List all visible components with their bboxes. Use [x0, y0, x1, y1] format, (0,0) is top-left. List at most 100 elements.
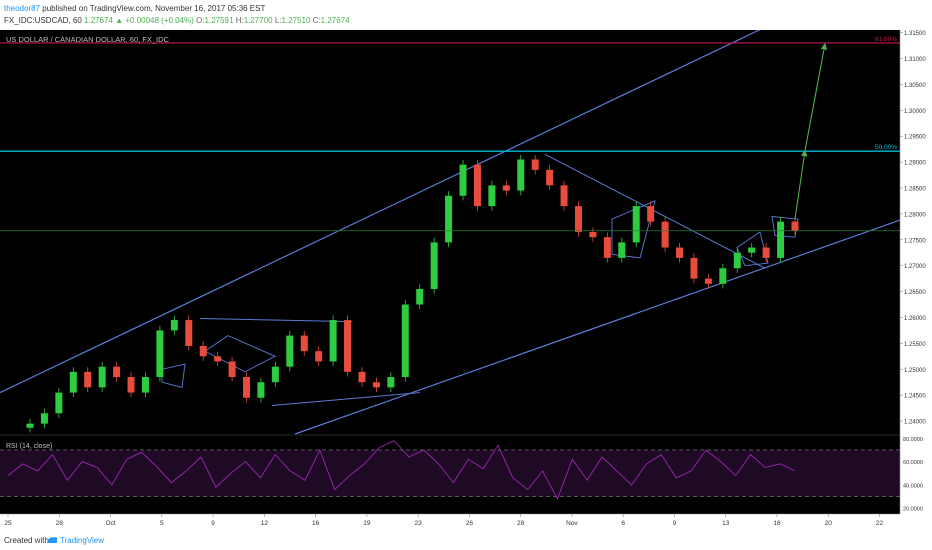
time-tick-label: 9: [211, 520, 215, 527]
channel-upper-trendline: [0, 30, 761, 394]
price-tick-label: 1.26000: [904, 316, 926, 322]
candle-body: [603, 237, 611, 258]
time-tick-label: 28: [56, 520, 64, 527]
descending-trendline: [544, 153, 766, 269]
projection-arrow-1: [794, 149, 808, 220]
time-tick-label: 22: [876, 520, 884, 527]
candle-body: [502, 185, 510, 191]
candle-body: [300, 335, 308, 352]
published-text: published on TradingView.com, November 1…: [42, 4, 266, 13]
fib-50-label: 50.00%: [875, 144, 897, 151]
candle-body: [199, 345, 207, 357]
price-tick-label: 1.29500: [904, 135, 926, 141]
candle-body: [271, 366, 279, 383]
time-tick-label: 12: [261, 520, 269, 527]
candle-body: [733, 252, 741, 269]
price-tick-label: 1.24500: [904, 394, 926, 400]
candle-body: [459, 164, 467, 196]
candle-body: [127, 377, 135, 393]
time-tick-label: 13: [722, 520, 730, 527]
time-tick-label: 20: [825, 520, 833, 527]
candle-body: [560, 185, 568, 207]
candle-body: [84, 371, 92, 388]
candle-body: [704, 278, 712, 284]
high-value: 1.27700: [243, 16, 273, 25]
rsi-title: RSI (14, close): [6, 443, 52, 450]
candle-body: [546, 169, 554, 186]
candle-body: [445, 195, 453, 243]
author-name[interactable]: theodor87: [4, 4, 41, 13]
price-tick-label: 1.30500: [904, 83, 926, 89]
support-line: [271, 392, 421, 407]
candle-body: [113, 366, 121, 378]
tradingview-brand[interactable]: TradingView: [60, 536, 105, 545]
time-tick-label: 26: [466, 520, 474, 527]
price-tick-label: 1.26500: [904, 290, 926, 296]
candle-body: [647, 206, 655, 222]
candle-body: [170, 320, 178, 331]
flag-pattern-5: [771, 215, 799, 238]
candle-body: [777, 221, 785, 258]
low-label: L:: [274, 16, 282, 25]
tradingview-logo-icon: [47, 537, 58, 543]
candle-body: [69, 371, 77, 393]
candle-body: [141, 377, 149, 393]
candle-body: [473, 164, 481, 207]
time-tick-label: 28: [517, 520, 525, 527]
open-value: 1.27591: [204, 16, 234, 25]
price-chart[interactable]: 50.00%61.80%1.292121.2767422:18 1.240001…: [0, 30, 932, 530]
time-tick-label: Oct: [105, 520, 115, 527]
flag-pattern-3: [611, 200, 656, 259]
fib-618-label: 61.80%: [875, 36, 897, 43]
price-change: +0.00048 (+0.04%): [125, 16, 194, 25]
chart-header: theodor87 published on TradingView.com, …: [0, 0, 932, 30]
time-tick-label: Nov: [566, 520, 578, 527]
time-tick-label: 25: [4, 520, 12, 527]
close-label: C:: [312, 16, 321, 25]
candle-body: [401, 304, 409, 378]
price-tick-label: 1.29000: [904, 161, 926, 167]
candle-body: [286, 335, 294, 367]
up-arrow-icon: ▲: [115, 16, 124, 25]
candle-body: [618, 242, 626, 258]
candle-body: [257, 382, 265, 398]
candle-body: [243, 377, 251, 398]
rsi-band-fill: [0, 449, 900, 497]
rsi-tick-label: 60.0000: [903, 460, 923, 466]
projection-arrow-2: [804, 42, 828, 151]
candle-body: [517, 159, 525, 191]
candle-body: [214, 356, 222, 362]
candle-body: [26, 423, 34, 428]
time-tick-label: 5: [160, 520, 164, 527]
high-label: H:: [235, 16, 244, 25]
price-tick-label: 1.31000: [904, 57, 926, 63]
candle-body: [676, 247, 684, 258]
candle-body: [372, 382, 380, 388]
channel-lower-trendline: [294, 219, 901, 435]
resistance-line: [199, 317, 353, 323]
flag-pattern-4: [736, 231, 769, 267]
footer: Created with TradingView: [0, 531, 932, 550]
candle-body: [719, 268, 727, 284]
rsi-line: [7, 440, 796, 500]
candle-body: [329, 320, 337, 362]
candle-body: [358, 371, 366, 383]
open-label: O:: [196, 16, 205, 25]
time-tick-label: 6: [621, 520, 625, 527]
candle-body: [589, 232, 597, 238]
candle-body: [791, 221, 799, 231]
candle-body: [185, 320, 193, 346]
price-tick-label: 1.27500: [904, 238, 926, 244]
price-tick-label: 1.31500: [904, 31, 926, 37]
candle-body: [387, 377, 395, 388]
candle-body: [488, 185, 496, 207]
rsi-tick-label: 40.0000: [903, 483, 923, 489]
time-tick-label: 23: [414, 520, 422, 527]
price-tick-label: 1.25000: [904, 368, 926, 374]
candle-body: [690, 257, 698, 279]
price-tick-label: 1.24000: [904, 420, 926, 426]
price-tick-label: 1.28000: [904, 212, 926, 218]
candle-body: [228, 361, 236, 378]
price-axis: [900, 30, 932, 530]
